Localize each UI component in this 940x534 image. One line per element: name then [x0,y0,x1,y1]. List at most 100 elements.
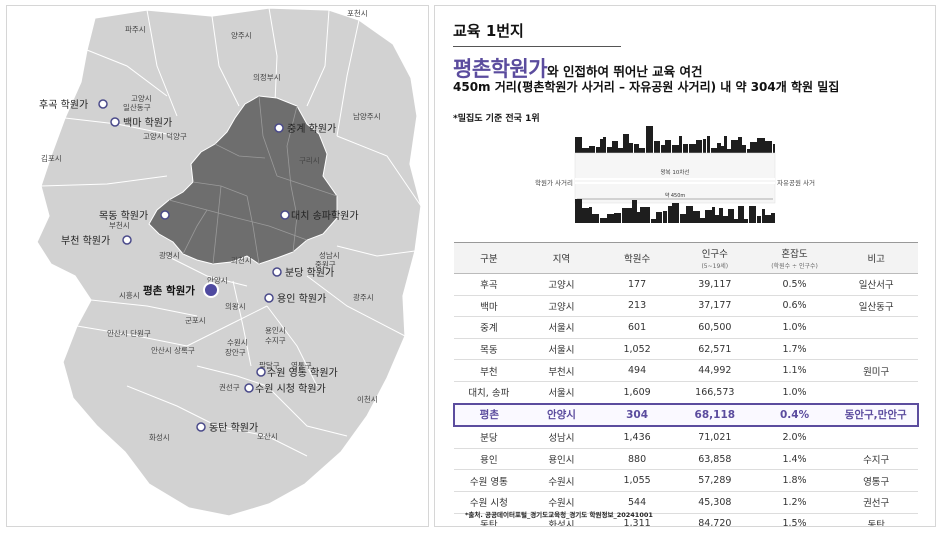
building-shape [629,143,633,153]
city-label: 장안구 [225,347,246,357]
building-shape [771,213,775,223]
table-header-row: 구분 지역 학원수 인구수 (5~19세) 혼잡도 (학원수 ÷ 인구수) 비고 [454,242,918,274]
cell-note: 일산서구 [834,273,918,296]
cell-density: 1.4% [754,448,835,471]
marker-icon[interactable] [122,235,132,245]
city-label: 중원구 [315,260,336,269]
city-label: 화성시 [149,433,170,442]
building-shape [575,199,582,223]
cell-note [834,381,918,405]
headline-highlight: 평촌학원가 [453,57,548,81]
building-shape [640,207,646,223]
building-shape [582,208,589,223]
building-shape [672,145,679,153]
table-row: 수원 시청 수원시 544 45,308 1.2% 권선구 [454,491,918,514]
academy-label: 분당 학원가 [285,267,334,279]
building-shape [765,215,771,223]
academy-label: 평촌 학원가 [143,284,195,297]
academy-table: 구분 지역 학원수 인구수 (5~19세) 혼잡도 (학원수 ÷ 인구수) 비고 후… [453,242,919,526]
building-shape [715,215,719,223]
cell-density: 1.1% [754,359,835,382]
table-row: 대치, 송파 서울시 1,609 166,573 1.0% [454,381,918,405]
marker-icon[interactable] [264,293,274,303]
building-shape [749,206,756,223]
cell-region: 고양시 [523,295,600,318]
city-labels: 포천시 파주시 양주시 의정부시 고양시 일산동구 고양시 덕양구 남양주시 김… [41,8,381,442]
cell-name: 부천 [454,359,524,382]
marker-icon[interactable] [280,210,290,220]
marker-icon[interactable] [274,123,284,133]
marker-icon[interactable] [196,422,206,432]
cell-name: 분당 [454,426,524,449]
building-shape [600,139,603,153]
left-intersection-label: 평촌학원가 사거리 [535,178,573,187]
building-shape [634,144,639,153]
cell-density: 1.5% [754,513,835,526]
building-shape [724,136,727,153]
city-label: 의왕시 [225,301,246,311]
seoul-district-lines [168,95,338,265]
cell-region: 성남시 [523,426,600,449]
cell-name: 백마 [454,295,524,318]
right-intersection-label: 자유공원 사거리 [777,178,815,187]
city-label: 안산시 단원구 [107,328,151,338]
col-header: 지역 [523,242,600,274]
marker-icon[interactable] [272,267,282,277]
building-shape [747,149,750,153]
building-shape [683,144,688,153]
cell-region: 화성시 [523,513,600,526]
building-shape [750,142,757,153]
cell-region: 서울시 [523,381,600,405]
title-underline [453,46,621,47]
building-shape [680,214,686,223]
cell-academies: 1,052 [599,338,675,361]
col-header: 학원수 [599,242,675,274]
building-shape [623,134,629,153]
cell-region: 서울시 [523,338,600,361]
building-shape [575,137,582,153]
building-shape [707,136,710,153]
gyeonggi-map: 포천시 파주시 양주시 의정부시 고양시 일산동구 고양시 덕양구 남양주시 김… [36,7,422,517]
cell-name: 후곡 [454,273,524,296]
city-label: 김포시 [41,153,62,163]
marker-icon[interactable] [160,210,170,220]
building-shape [717,143,721,153]
marker-icon[interactable] [98,99,108,109]
building-shape [618,148,623,153]
city-label: 수지구 [265,336,286,345]
academy-label: 후곡 학원가 [39,99,88,111]
cell-population: 63,858 [674,448,755,471]
building-shape [719,208,723,223]
building-shape [742,145,746,153]
seoul-region [148,95,338,265]
table-row: 평촌 안양시 304 68,118 0.4% 동안구,만안구 [453,402,919,428]
building-shape [596,147,600,153]
city-label: 안양시 [207,275,228,285]
city-label: 시흥시 [119,290,140,300]
marker-icon[interactable] [256,367,266,377]
headline: 평촌학원가와 인접하여 뛰어난 교육 여건 [453,53,703,83]
cell-region: 고양시 [523,273,600,296]
cell-academies: 880 [599,448,675,471]
marker-icon[interactable] [244,383,254,393]
marker-icon[interactable] [110,117,120,127]
city-label: 고양시 덕양구 [143,131,187,141]
building-shape [637,212,640,223]
marker-icon[interactable] [203,282,219,298]
cell-population: 37,177 [674,295,755,318]
building-shape [773,144,775,153]
academy-label: 부천 학원가 [61,235,110,247]
city-label: 영통구 [291,360,312,370]
cell-population: 57,289 [674,469,755,492]
cell-note: 권선구 [834,491,918,514]
table-row: 후곡 고양시 177 39,117 0.5% 일산서구 [454,273,918,296]
building-shape [757,216,761,223]
cell-population: 71,021 [674,426,755,449]
building-shape [727,149,731,153]
building-shape [646,207,650,223]
map-panel: 포천시 파주시 양주시 의정부시 고양시 일산동구 고양시 덕양구 남양주시 김… [6,5,429,527]
cell-population: 68,118 [674,402,755,428]
cell-density: 1.8% [754,469,835,492]
cell-academies: 1,311 [599,513,675,526]
academy-label: 동탄 학원가 [209,422,258,434]
